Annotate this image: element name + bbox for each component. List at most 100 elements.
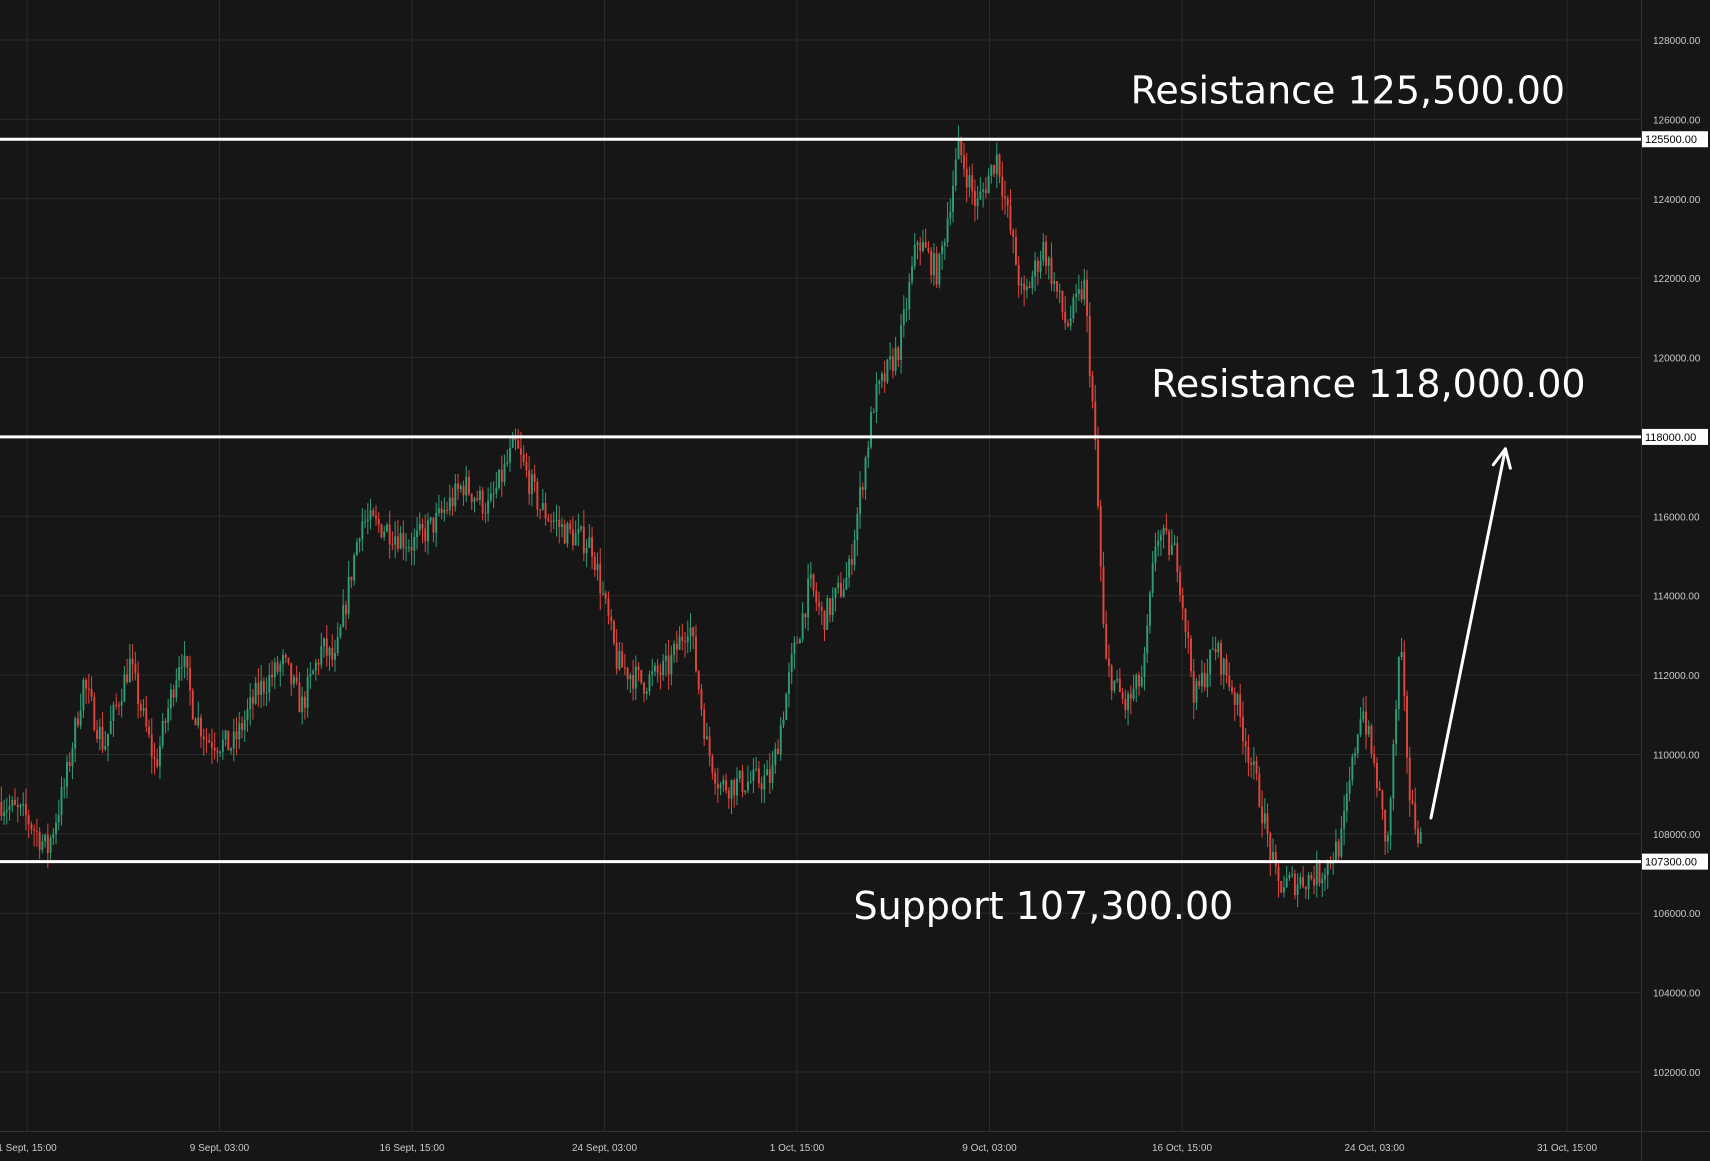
- level-price-tag: [1642, 428, 1708, 445]
- candle-body: [399, 533, 402, 549]
- candle-body: [1170, 544, 1173, 555]
- candle-body: [1280, 881, 1283, 893]
- candle-body: [117, 705, 120, 707]
- candle-body: [1348, 780, 1351, 794]
- candle-body: [987, 175, 990, 194]
- candle-body: [424, 528, 427, 542]
- candle-body: [1012, 230, 1015, 237]
- candle-body: [561, 524, 563, 527]
- candle-body: [1023, 283, 1026, 291]
- candle-body: [960, 137, 963, 156]
- candle-body: [653, 665, 656, 672]
- candle-body: [1375, 763, 1378, 789]
- candle-body: [640, 670, 643, 683]
- candle-body: [1228, 675, 1231, 687]
- candle-body: [659, 672, 662, 675]
- candle-body: [1088, 316, 1091, 377]
- candle-body: [990, 165, 993, 176]
- candle-body: [566, 523, 569, 544]
- candle-body: [1162, 527, 1165, 535]
- candle-body: [1359, 719, 1362, 735]
- candle-body: [454, 483, 457, 507]
- candle-body: [705, 736, 708, 739]
- candle-body: [30, 824, 33, 830]
- candle-body: [902, 309, 905, 326]
- candle-body: [1403, 652, 1406, 696]
- candle-body: [24, 803, 27, 816]
- y-tick-label: 124000.00: [1653, 195, 1701, 206]
- candle-body: [210, 742, 213, 748]
- candle-body: [1105, 624, 1108, 659]
- candle-body: [577, 528, 580, 534]
- candle-body: [1020, 283, 1023, 286]
- candle-body: [645, 691, 648, 694]
- candle-body: [443, 509, 446, 514]
- candle-body: [1236, 694, 1239, 705]
- y-tick-label: 114000.00: [1653, 592, 1700, 603]
- candle-body: [85, 679, 88, 689]
- candle-body: [361, 521, 364, 539]
- candle-body: [1313, 878, 1315, 886]
- candle-body: [1184, 608, 1187, 633]
- candle-body: [634, 666, 637, 689]
- y-tick-label: 104000.00: [1653, 989, 1701, 1000]
- candle-body: [517, 440, 520, 449]
- candle-body: [547, 518, 550, 521]
- candle-body: [1094, 401, 1097, 440]
- candle-body: [1299, 877, 1302, 885]
- candle-body: [164, 721, 167, 723]
- candle-body: [249, 697, 252, 710]
- candle-body: [175, 680, 178, 698]
- candle-body: [588, 537, 591, 548]
- candle-body: [779, 725, 782, 755]
- x-tick-label: 1 Oct, 15:00: [770, 1143, 825, 1154]
- candle-body: [536, 482, 539, 510]
- candle-body: [1077, 289, 1080, 294]
- candle-body: [1036, 260, 1039, 272]
- candle-body: [541, 502, 544, 510]
- candle-body: [952, 185, 955, 212]
- candle-body: [268, 674, 271, 693]
- candle-body: [1146, 625, 1149, 654]
- candle-body: [459, 486, 462, 490]
- candle-body: [796, 642, 799, 644]
- candle-body: [1400, 652, 1403, 658]
- candle-body: [1225, 658, 1228, 676]
- candle-body: [599, 563, 602, 594]
- candle-body: [719, 784, 722, 789]
- candle-body: [582, 526, 585, 554]
- candle-body: [703, 709, 706, 739]
- candle-body: [979, 191, 982, 199]
- level-price-tag: [1642, 853, 1708, 870]
- candle-body: [1378, 788, 1381, 791]
- candle-body: [115, 704, 118, 706]
- grid: [0, 0, 1641, 1131]
- y-tick-label: 102000.00: [1653, 1068, 1701, 1079]
- candle-body: [1381, 790, 1384, 810]
- candle-body: [1198, 681, 1201, 686]
- y-tick-label: 128000.00: [1653, 36, 1701, 47]
- candle-body: [257, 682, 260, 695]
- candle-body: [859, 487, 862, 515]
- horizontal-levels[interactable]: [0, 137, 1641, 864]
- candle-body: [930, 250, 933, 276]
- candle-body: [900, 325, 903, 361]
- candle-body: [1395, 709, 1398, 745]
- candle-body: [303, 696, 306, 708]
- candle-body: [1014, 236, 1017, 265]
- candle-body: [1269, 833, 1272, 860]
- candle-body: [14, 800, 16, 805]
- candle-body: [435, 513, 438, 533]
- candle-body: [1231, 686, 1233, 693]
- annotation-label: Resistance 118,000.00: [1151, 362, 1585, 406]
- candle-body: [22, 803, 25, 806]
- candle-body: [1154, 546, 1157, 563]
- candle-body: [219, 751, 222, 753]
- candle-body: [1118, 678, 1121, 693]
- candle-body: [3, 811, 6, 816]
- candle-body: [870, 412, 872, 448]
- candle-body: [798, 639, 801, 644]
- candle-body: [407, 547, 410, 549]
- candle-body: [230, 748, 233, 751]
